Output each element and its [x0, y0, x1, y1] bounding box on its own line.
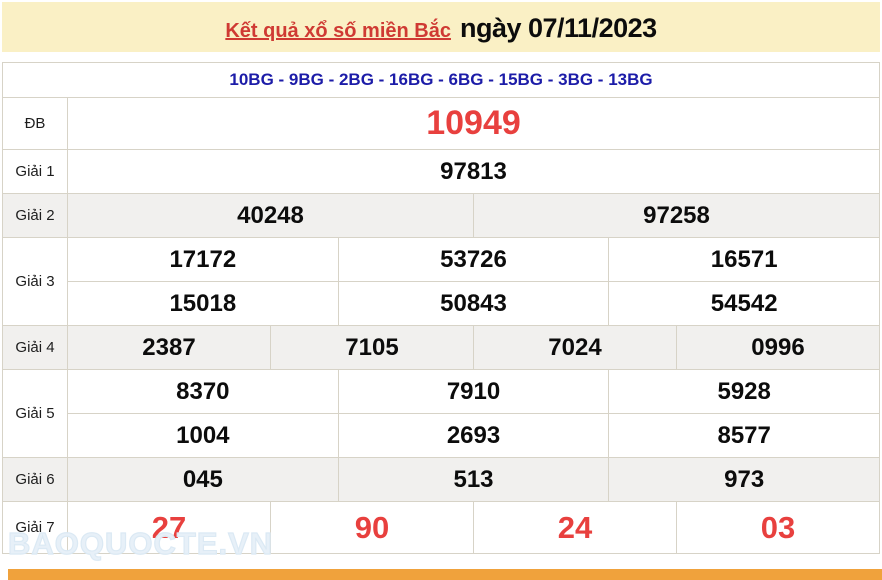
prize-number: 7105	[271, 326, 474, 369]
table-row-g2: Giải 2 40248 97258	[3, 193, 879, 237]
prize-number: 16571	[710, 245, 778, 273]
codes-line: 10BG - 9BG - 2BG - 16BG - 6BG - 15BG - 3…	[229, 70, 653, 89]
prize-number: 2693	[339, 414, 610, 457]
table-row-g3: Giải 3 17172 53726 16571 15018 50843 545…	[3, 237, 879, 325]
prize-number: 03	[760, 509, 796, 545]
table-row-g6: Giải 6 045 513 973	[3, 457, 879, 501]
prize-number: 1004	[68, 414, 339, 457]
table-row-g4: Giải 4 2387 7105 7024 0996	[3, 325, 879, 369]
bottom-orange-bar	[8, 569, 882, 580]
prize-number: 8577	[717, 421, 771, 449]
prize-number: 15018	[68, 282, 339, 325]
title-date: ngày 07/11/2023	[459, 13, 657, 43]
prize-number: 973	[724, 465, 765, 493]
prize-number: 53726	[339, 238, 610, 281]
table-row-g1: Giải 1 97813	[3, 149, 879, 193]
prize-number: 50843	[339, 282, 610, 325]
prize-number: 2387	[68, 326, 271, 369]
row-label: Giải 3	[3, 238, 68, 325]
prize-number: 40248	[68, 194, 474, 237]
prize-number: 513	[339, 458, 610, 501]
prize-number: 045	[68, 458, 339, 501]
row-label: Giải 5	[3, 370, 68, 457]
title-link[interactable]: Kết quả xổ số miền Bắc	[225, 20, 451, 42]
row-label: Giải 6	[3, 458, 68, 501]
results-table: 10BG - 9BG - 2BG - 16BG - 6BG - 15BG - 3…	[2, 62, 880, 554]
row-label: Giải 7	[3, 502, 68, 553]
row-label: Giải 2	[3, 194, 68, 237]
table-row-g5: Giải 5 8370 7910 5928 1004 2693 8577	[3, 369, 879, 457]
prize-number: 8370	[68, 370, 339, 413]
row-label: ĐB	[3, 98, 68, 149]
prize-number: 5928	[717, 377, 771, 405]
prize-number: 97258	[643, 201, 710, 229]
prize-number: 7024	[474, 326, 677, 369]
prize-number: 7910	[339, 370, 610, 413]
prize-number: 0996	[751, 333, 805, 361]
prize-number: 24	[474, 502, 677, 553]
prize-number: 90	[271, 502, 474, 553]
prize-number: 17172	[68, 238, 339, 281]
table-row-db: ĐB 10949	[3, 97, 879, 149]
row-label: Giải 1	[3, 150, 68, 193]
row-label: Giải 4	[3, 326, 68, 369]
header-banner: Kết quả xổ số miền Bắc ngày 07/11/2023	[2, 2, 880, 52]
prize-number: 54542	[710, 289, 778, 317]
prize-number: 10949	[426, 104, 521, 142]
prize-number: 27	[68, 502, 271, 553]
prize-number: 97813	[440, 157, 507, 185]
table-row-g7: Giải 7 27 90 24 03	[3, 501, 879, 553]
